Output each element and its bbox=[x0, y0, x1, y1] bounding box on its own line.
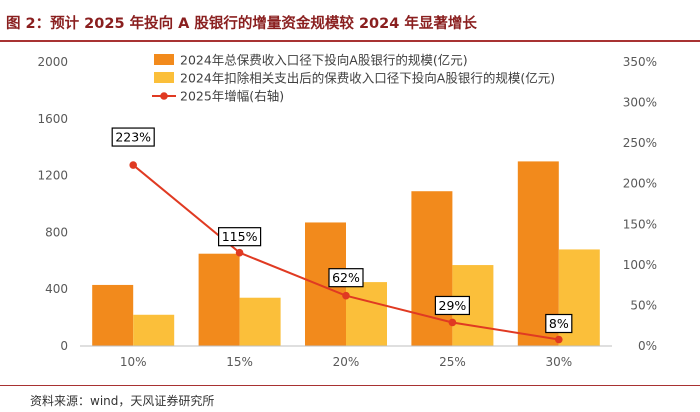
right-axis-tick-label: 350% bbox=[623, 55, 657, 69]
bar-series1 bbox=[411, 191, 453, 346]
legend-swatch-series2 bbox=[154, 72, 174, 83]
x-axis-tick-label: 25% bbox=[439, 355, 466, 369]
bar-series2 bbox=[346, 282, 387, 346]
right-axis-tick-label: 150% bbox=[623, 217, 657, 231]
x-axis-tick-label: 15% bbox=[226, 355, 253, 369]
growth-data-label: 115% bbox=[222, 229, 258, 244]
bar-series2 bbox=[133, 314, 175, 346]
bar-series1 bbox=[198, 253, 240, 346]
legend-label: 2024年扣除相关支出后的保费收入口径下投向A股银行的规模(亿元) bbox=[180, 71, 555, 86]
legend-label: 2025年增幅(右轴) bbox=[180, 89, 284, 104]
right-axis-tick-label: 50% bbox=[630, 298, 657, 312]
legend-label: 2024年总保费收入口径下投向A股银行的规模(亿元) bbox=[180, 53, 468, 68]
left-axis-tick-label: 400 bbox=[45, 282, 68, 296]
growth-data-label: 62% bbox=[332, 270, 360, 285]
legend-swatch-marker bbox=[160, 92, 168, 100]
right-axis-tick-label: 250% bbox=[623, 136, 657, 150]
x-axis-tick-label: 20% bbox=[333, 355, 360, 369]
growth-point bbox=[448, 318, 457, 327]
growth-label-box bbox=[111, 127, 155, 147]
x-axis-tick-label: 30% bbox=[545, 355, 572, 369]
bar-series1 bbox=[92, 284, 134, 346]
left-axis-tick-label: 1600 bbox=[37, 112, 68, 126]
growth-data-label: 223% bbox=[115, 130, 151, 145]
growth-point bbox=[342, 291, 350, 300]
right-axis-tick-label: 200% bbox=[623, 177, 657, 191]
growth-label-box bbox=[328, 268, 364, 288]
growth-data-label: 29% bbox=[439, 298, 467, 313]
left-axis-tick-label: 1200 bbox=[37, 169, 68, 183]
growth-data-label: 8% bbox=[549, 316, 569, 331]
bar-series2 bbox=[239, 297, 281, 346]
left-axis-tick-label: 0 bbox=[60, 339, 68, 353]
left-axis-tick-label: 800 bbox=[45, 225, 68, 239]
growth-point bbox=[129, 161, 137, 169]
legend-swatch-series1 bbox=[154, 54, 174, 65]
source-note: 资料来源：wind，天风证券研究所 bbox=[30, 394, 215, 408]
title-rule bbox=[0, 40, 700, 42]
page-title: 图 2：预计 2025 年投向 A 股银行的增量资金规模较 2024 年显著增长 bbox=[6, 16, 477, 32]
x-axis-tick-label: 10% bbox=[120, 355, 147, 369]
right-axis-tick-label: 100% bbox=[623, 258, 657, 272]
right-axis-tick-label: 0% bbox=[638, 339, 657, 353]
left-axis-tick-label: 2000 bbox=[37, 55, 68, 69]
right-axis-tick-label: 300% bbox=[623, 96, 657, 110]
growth-label-box bbox=[218, 227, 262, 247]
growth-label-box bbox=[434, 295, 470, 316]
growth-label-box bbox=[545, 313, 573, 334]
source-rule bbox=[0, 385, 700, 386]
growth-point bbox=[235, 248, 244, 257]
growth-point bbox=[555, 335, 563, 344]
